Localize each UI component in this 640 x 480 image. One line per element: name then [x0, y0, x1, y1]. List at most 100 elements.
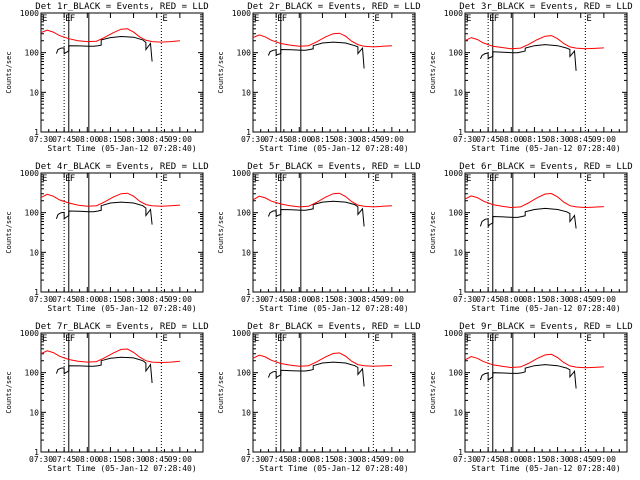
marker-label: E: [466, 14, 471, 24]
x-tick-label: 09:00: [592, 295, 616, 304]
marker-label: E: [586, 174, 591, 184]
marker-label: E: [254, 334, 259, 344]
chart-title: Det 5r_BLACK = Events, RED = LLD: [247, 162, 420, 172]
y-axis-label: Counts/sec: [5, 371, 13, 413]
marker-label: F: [70, 14, 75, 24]
x-tick-label: 07:30: [453, 295, 477, 304]
y-tick-label: 1: [246, 128, 251, 137]
x-tick-label: 08:00: [499, 455, 523, 464]
marker-label: E: [254, 14, 259, 24]
marker-label: E: [65, 14, 70, 24]
x-axis-label: Start Time (05-Jan-12 07:28:40): [471, 464, 620, 473]
y-axis-label: Counts/sec: [429, 371, 437, 413]
y-tick-label: 1: [34, 448, 39, 457]
y-tick-label: 10: [241, 88, 251, 97]
x-tick-label: 08:15: [310, 135, 334, 144]
chart-title: Det 9r_BLACK = Events, RED = LLD: [459, 322, 632, 332]
x-tick-label: 07:30: [453, 135, 477, 144]
marker-label: E: [42, 14, 47, 24]
y-tick-label: 10: [241, 248, 251, 257]
x-tick-label: 09:00: [380, 135, 404, 144]
plot-frame: [464, 332, 628, 453]
x-tick-label: 09:00: [592, 135, 616, 144]
x-tick-label: 07:30: [241, 135, 265, 144]
x-tick-label: 09:00: [380, 455, 404, 464]
x-tick-label: 08:00: [499, 295, 523, 304]
y-tick-label: 1: [458, 128, 463, 137]
events-series-line: [479, 44, 577, 71]
x-axis-label: Start Time (05-Jan-12 07:28:40): [471, 144, 620, 153]
marker-label: E: [162, 14, 167, 24]
marker-label: F: [494, 14, 499, 24]
marker-label: E: [162, 334, 167, 344]
x-tick-label: 08:45: [569, 295, 593, 304]
x-tick-label: 08:45: [357, 295, 381, 304]
marker-label: E: [254, 174, 259, 184]
lld-series-line: [252, 192, 392, 208]
x-tick-label: 08:15: [98, 135, 122, 144]
x-axis-label: Start Time (05-Jan-12 07:28:40): [259, 464, 408, 473]
marker-label: E: [586, 14, 591, 24]
y-axis-label: Counts/sec: [217, 51, 225, 93]
y-tick-label: 1000: [20, 329, 39, 338]
y-tick-label: 1000: [232, 9, 251, 18]
x-tick-label: 08:45: [145, 295, 169, 304]
x-tick-label: 08:00: [75, 295, 99, 304]
x-tick-label: 07:45: [264, 135, 288, 144]
marker-label: F: [494, 174, 499, 184]
marker-label: E: [277, 334, 282, 344]
y-tick-label: 100: [25, 209, 40, 218]
x-tick-label: 08:30: [122, 295, 146, 304]
x-axis-label: Start Time (05-Jan-12 07:28:40): [259, 304, 408, 313]
events-series-line: [479, 207, 577, 229]
marker-label: E: [489, 334, 494, 344]
lld-series-line: [252, 32, 392, 48]
x-tick-label: 07:45: [52, 295, 76, 304]
chart-title: Det 1r_BLACK = Events, RED = LLD: [35, 2, 208, 12]
x-tick-label: 07:30: [241, 455, 265, 464]
chart-panel-3: Det 3r_BLACK = Events, RED = LLD 1 10 100 10…: [429, 2, 633, 153]
x-tick-label: 08:15: [98, 455, 122, 464]
y-tick-label: 10: [29, 408, 39, 417]
marker-label: E: [374, 14, 379, 24]
y-tick-label: 10: [453, 408, 463, 417]
events-series-line: [267, 200, 365, 227]
marker-label: E: [42, 334, 47, 344]
chart-panel-6: Det 6r_BLACK = Events, RED = LLD 1 10 100 10…: [429, 162, 633, 313]
lld-series-line: [40, 192, 180, 207]
events-series-line: [479, 364, 577, 389]
lld-series-line: [464, 35, 604, 50]
plot-frame: [252, 172, 416, 293]
x-tick-label: 08:15: [522, 455, 546, 464]
marker-label: E: [374, 334, 379, 344]
marker-label: F: [282, 334, 287, 344]
chart-title: Det 2r_BLACK = Events, RED = LLD: [247, 2, 420, 12]
marker-label: F: [70, 174, 75, 184]
marker-label: E: [277, 174, 282, 184]
x-tick-label: 07:45: [52, 135, 76, 144]
chart-title: Det 7r_BLACK = Events, RED = LLD: [35, 322, 208, 332]
y-tick-label: 100: [237, 369, 252, 378]
chart-title: Det 8r_BLACK = Events, RED = LLD: [247, 322, 420, 332]
chart-title: Det 6r_BLACK = Events, RED = LLD: [459, 162, 632, 172]
lld-series-line: [252, 352, 392, 367]
x-tick-label: 07:45: [52, 455, 76, 464]
x-axis-label: Start Time (05-Jan-12 07:28:40): [259, 144, 408, 153]
x-tick-label: 07:45: [264, 295, 288, 304]
events-series-line: [267, 361, 365, 387]
x-axis-label: Start Time (05-Jan-12 07:28:40): [47, 304, 196, 313]
chart-panel-4: Det 4r_BLACK = Events, RED = LLD 1 10 100 10…: [5, 162, 209, 313]
events-series-line: [55, 35, 153, 62]
chart-panel-5: Det 5r_BLACK = Events, RED = LLD 1 10 100 10…: [217, 162, 421, 313]
x-tick-label: 09:00: [168, 455, 192, 464]
x-tick-label: 08:45: [357, 455, 381, 464]
events-series-line: [55, 201, 153, 225]
plot-frame: [40, 332, 204, 453]
y-axis-label: Counts/sec: [217, 211, 225, 253]
chart-panel-9: Det 9r_BLACK = Events, RED = LLD 1 10 100 10…: [429, 322, 633, 473]
x-tick-label: 08:45: [145, 135, 169, 144]
y-tick-label: 100: [449, 369, 464, 378]
x-axis-label: Start Time (05-Jan-12 07:28:40): [47, 464, 196, 473]
x-tick-label: 09:00: [168, 135, 192, 144]
